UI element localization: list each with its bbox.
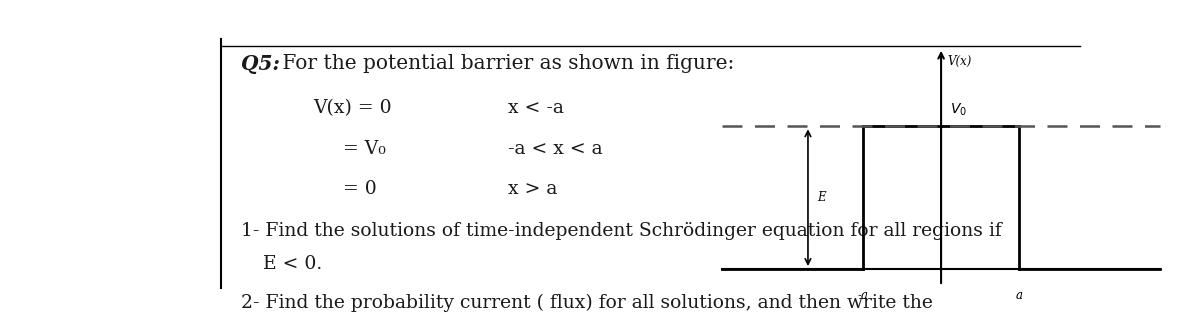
- Text: x > a: x > a: [508, 180, 558, 198]
- Text: Q5:: Q5:: [241, 54, 280, 74]
- Text: -a < x < a: -a < x < a: [508, 140, 602, 158]
- Text: V(x) = 0: V(x) = 0: [313, 99, 391, 117]
- Text: = V₀: = V₀: [342, 140, 385, 158]
- Text: V(x): V(x): [947, 55, 972, 68]
- Text: $V_0$: $V_0$: [950, 101, 967, 118]
- Text: -a: -a: [857, 289, 869, 302]
- Text: 2- Find the probability current ( flux) for all solutions, and then write the: 2- Find the probability current ( flux) …: [241, 293, 934, 312]
- Text: x < -a: x < -a: [508, 99, 564, 117]
- Text: = 0: = 0: [342, 180, 377, 198]
- Text: E: E: [817, 191, 826, 204]
- Text: a: a: [1016, 289, 1022, 302]
- Text: For the potential barrier as shown in figure:: For the potential barrier as shown in fi…: [276, 54, 734, 73]
- Text: 1- Find the solutions of time-independent Schrödinger equation for all regions i: 1- Find the solutions of time-independen…: [241, 222, 1002, 240]
- Text: E < 0.: E < 0.: [264, 255, 323, 273]
